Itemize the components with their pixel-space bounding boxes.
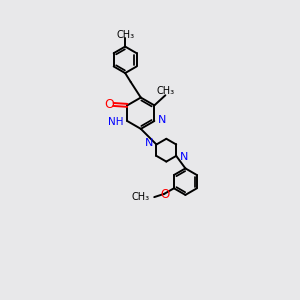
Text: O: O	[104, 98, 114, 111]
Text: CH₃: CH₃	[116, 30, 134, 40]
Text: CH₃: CH₃	[131, 192, 150, 202]
Text: N: N	[179, 152, 188, 162]
Text: O: O	[161, 188, 170, 201]
Text: CH₃: CH₃	[157, 86, 175, 96]
Text: N: N	[158, 115, 166, 125]
Text: NH: NH	[108, 117, 123, 127]
Text: N: N	[145, 138, 153, 148]
